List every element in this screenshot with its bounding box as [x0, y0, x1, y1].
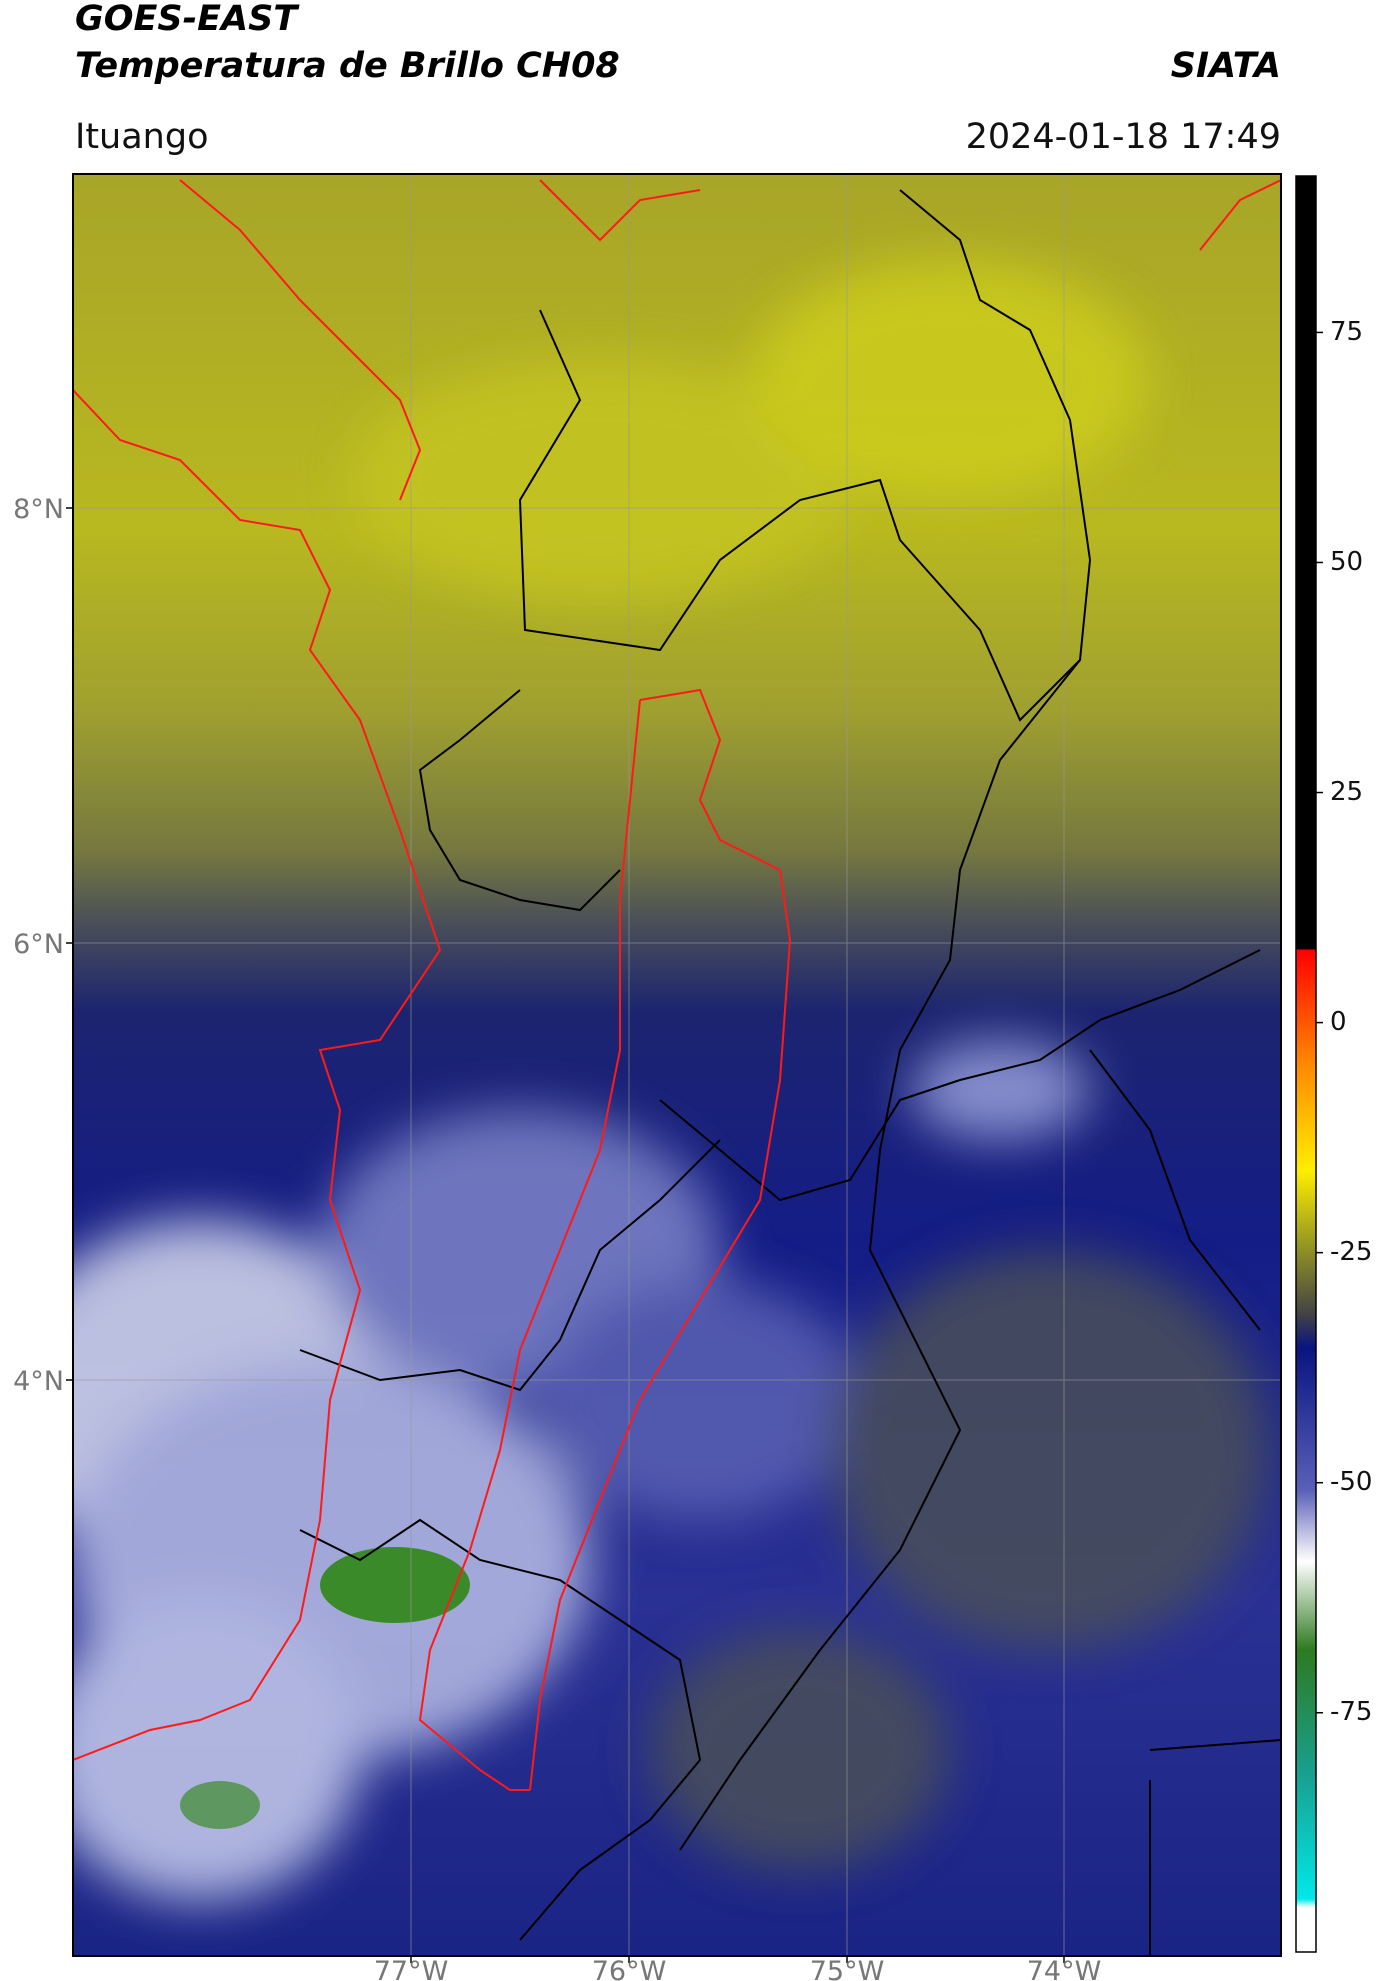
cold-cloud: [320, 1547, 470, 1623]
lon-label: 74°W: [1027, 1956, 1102, 1981]
colorbar-tick-label: 0: [1330, 1007, 1347, 1037]
lon-label: 77°W: [374, 1956, 449, 1981]
colorbar: [1295, 175, 1317, 1953]
location: Ituango: [75, 117, 209, 157]
colorbar-tick-label: -75: [1330, 1697, 1372, 1727]
colorbar-tick-label: -50: [1330, 1467, 1372, 1497]
map: [73, 174, 1281, 1956]
lat-label: 4°N: [13, 1366, 64, 1397]
colorbar-tick-label: 50: [1330, 547, 1363, 577]
lat-label: 8°N: [13, 494, 64, 525]
source: SIATA: [1171, 46, 1281, 86]
colorbar-tick-label: 75: [1330, 317, 1363, 347]
colorbar-tick-label: -25: [1330, 1237, 1372, 1267]
timestamp: 2024-01-18 17:49: [966, 117, 1281, 157]
colorbar-tick-label: 25: [1330, 777, 1363, 807]
lon-label: 76°W: [592, 1956, 667, 1981]
lat-label: 6°N: [13, 929, 64, 960]
title: GOES-EAST: [75, 0, 300, 39]
subtitle: Temperatura de Brillo CH08: [75, 46, 620, 86]
colorbar-ticks: 75 50 25 0 -25 -50 -75: [1316, 317, 1372, 1727]
lon-label: 75°W: [810, 1956, 885, 1981]
